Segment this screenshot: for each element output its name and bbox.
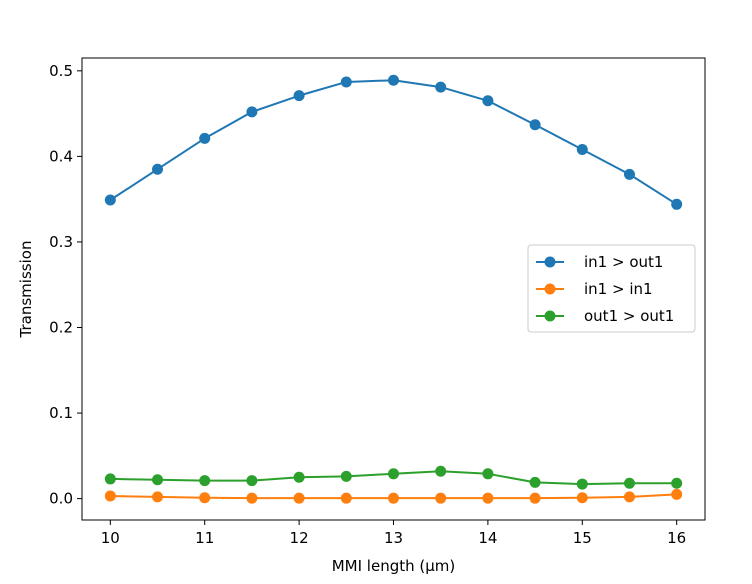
data-point-in1-in1 bbox=[671, 488, 683, 500]
data-point-in1-out1 bbox=[104, 194, 116, 206]
series-in1-in1 bbox=[104, 488, 683, 504]
legend-box bbox=[527, 244, 696, 333]
y-tick-label: 0.5 bbox=[49, 62, 73, 80]
data-point-out1-out1 bbox=[529, 476, 541, 488]
plot-area: 10 11 12 13 14 15 16 0.0 0.1 0.2 0.3 0.4 0.5 bbox=[49, 57, 706, 547]
legend-label: out1 > out1 bbox=[584, 307, 674, 325]
data-point-out1-out1 bbox=[482, 468, 494, 480]
data-point-in1-in1 bbox=[104, 490, 116, 502]
x-tick-label: 16 bbox=[667, 529, 686, 547]
y-tick-label: 0.1 bbox=[49, 404, 73, 422]
data-point-in1-in1 bbox=[529, 492, 541, 504]
y-tick-label: 0.2 bbox=[49, 319, 73, 337]
data-point-in1-out1 bbox=[152, 163, 164, 175]
data-point-out1-out1 bbox=[152, 474, 164, 486]
data-point-in1-in1 bbox=[388, 492, 399, 504]
x-tick-label: 13 bbox=[384, 529, 403, 547]
x-axis-ticks: 10 11 12 13 14 15 16 bbox=[101, 520, 686, 547]
data-point-out1-out1 bbox=[576, 478, 588, 490]
data-point-in1-out1 bbox=[623, 168, 635, 180]
data-point-out1-out1 bbox=[293, 471, 305, 483]
series-out1-out1 bbox=[104, 465, 683, 490]
data-point-out1-out1 bbox=[623, 477, 635, 489]
data-point-in1-out1 bbox=[482, 95, 494, 107]
series-in1-out1 bbox=[104, 74, 683, 210]
data-point-out1-out1 bbox=[340, 470, 352, 482]
data-point-in1-out1 bbox=[435, 81, 447, 93]
legend-label: in1 > in1 bbox=[584, 280, 653, 298]
data-point-in1-out1 bbox=[529, 119, 541, 131]
data-point-in1-out1 bbox=[671, 198, 683, 210]
legend-label: in1 > out1 bbox=[584, 253, 663, 271]
legend: in1 > out1 in1 > in1 out1 > out1 bbox=[527, 244, 696, 333]
x-axis-label: MMI length (µm) bbox=[332, 557, 456, 575]
data-point-in1-out1 bbox=[340, 76, 352, 88]
data-point-out1-out1 bbox=[199, 475, 211, 487]
legend-item-in1-out1: in1 > out1 bbox=[536, 253, 663, 271]
data-point-in1-in1 bbox=[623, 491, 635, 503]
data-point-out1-out1 bbox=[671, 477, 683, 489]
data-point-in1-in1 bbox=[576, 492, 588, 504]
legend-marker bbox=[544, 283, 556, 295]
legend-marker bbox=[544, 310, 556, 322]
x-tick-label: 10 bbox=[101, 529, 120, 547]
data-point-in1-out1 bbox=[246, 106, 258, 118]
y-axis-ticks: 0.0 0.1 0.2 0.3 0.4 0.5 bbox=[49, 62, 82, 508]
data-point-in1-in1 bbox=[340, 492, 352, 504]
x-tick-label: 14 bbox=[478, 529, 497, 547]
series-layer bbox=[104, 74, 683, 504]
data-point-in1-out1 bbox=[388, 74, 399, 86]
y-tick-label: 0.4 bbox=[49, 147, 73, 165]
data-point-in1-out1 bbox=[199, 132, 211, 144]
data-point-in1-in1 bbox=[246, 492, 258, 504]
data-point-in1-out1 bbox=[293, 90, 305, 102]
legend-item-in1-in1: in1 > in1 bbox=[536, 280, 653, 298]
data-point-out1-out1 bbox=[388, 468, 399, 480]
x-tick-label: 11 bbox=[195, 529, 214, 547]
data-point-in1-in1 bbox=[152, 491, 164, 503]
data-point-in1-in1 bbox=[293, 492, 305, 504]
legend-marker bbox=[544, 256, 556, 268]
x-tick-label: 12 bbox=[290, 529, 309, 547]
legend-item-out1-out1: out1 > out1 bbox=[536, 307, 674, 325]
data-point-in1-in1 bbox=[482, 492, 494, 504]
x-tick-label: 15 bbox=[573, 529, 592, 547]
y-tick-label: 0.0 bbox=[49, 490, 73, 508]
data-point-out1-out1 bbox=[104, 473, 116, 485]
data-point-out1-out1 bbox=[435, 465, 447, 477]
data-point-in1-out1 bbox=[576, 144, 588, 156]
data-point-in1-in1 bbox=[199, 492, 211, 504]
y-tick-label: 0.3 bbox=[49, 233, 73, 251]
data-point-out1-out1 bbox=[246, 475, 258, 487]
y-axis-label: Transmission bbox=[17, 241, 35, 339]
data-point-in1-in1 bbox=[435, 492, 447, 504]
